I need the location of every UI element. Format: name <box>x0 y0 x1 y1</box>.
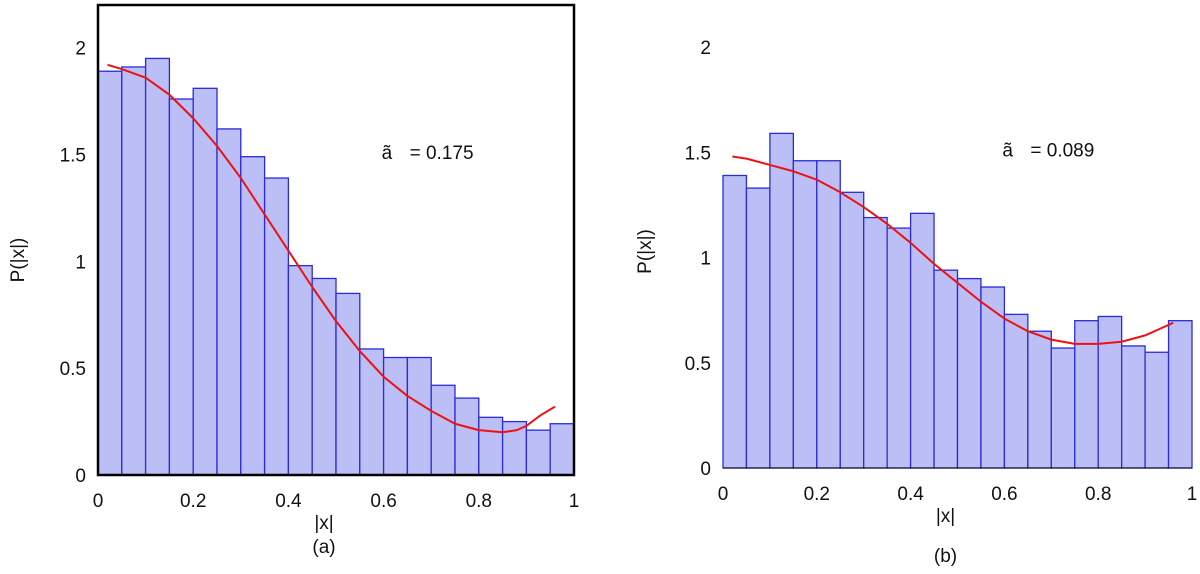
panel-b: 0 0.2 0.4 0.6 0.8 1 00.511.52 |x| P(|x|) (b) … <box>635 38 1197 567</box>
histogram-bar <box>382 356 409 476</box>
annotation: ã = 0.175 <box>382 143 474 164</box>
x-tick-label: 1 <box>569 491 580 512</box>
histogram-bar <box>839 191 865 469</box>
x-tick-label: 0.4 <box>897 484 924 505</box>
x-tick-labels: 0 0.2 0.4 0.6 0.8 1 <box>93 491 580 512</box>
x-tick-label: 0.6 <box>370 491 396 512</box>
y-tick-label: 0.5 <box>60 359 86 380</box>
histogram-bar <box>144 57 171 476</box>
x-tick-label: 0 <box>93 491 104 512</box>
x-tick-label: 0.4 <box>275 491 302 512</box>
x-tick-label: 0.6 <box>991 484 1017 505</box>
histogram-bar <box>454 397 480 476</box>
annotation: ã = 0.089 <box>1002 141 1094 162</box>
histogram-bar <box>1003 313 1029 469</box>
panel-a: 0 0.2 0.4 0.6 0.8 1 00.511.52 |x| P(|x|) (a) … <box>8 3 580 558</box>
x-axis-label: |x| <box>936 506 955 527</box>
annotation-symbol: ã <box>382 143 393 164</box>
plot-frame <box>96 3 576 477</box>
histogram-bar <box>1121 345 1146 469</box>
x-tick-label: 0 <box>718 484 729 505</box>
histogram-bar <box>1027 330 1052 469</box>
y-tick-labels: 0 0.5 1 1.5 2 <box>685 38 711 480</box>
panel-caption: (b) <box>934 546 957 567</box>
y-tick-labels: 0 0.5 1 1.5 2 <box>60 39 86 487</box>
y-tick-label: 1 <box>700 249 711 270</box>
y-tick-label: 1 <box>75 252 86 273</box>
x-tick-label: 0.8 <box>1085 484 1111 505</box>
histogram-bar <box>1050 347 1076 469</box>
annotation-value: = 0.089 <box>1030 141 1094 162</box>
histogram-bar <box>335 292 361 476</box>
y-axis-label: P(|x|) <box>635 229 656 274</box>
histogram-bar <box>1167 320 1193 469</box>
fit-curve <box>107 63 556 434</box>
histogram-bar <box>121 66 147 476</box>
histogram-bar <box>933 269 959 469</box>
histogram-bar <box>97 70 123 476</box>
x-tick-label: 0.8 <box>466 491 492 512</box>
histogram-bar <box>769 132 795 469</box>
histogram-bar <box>359 348 385 476</box>
histogram-bar <box>430 384 456 476</box>
panel-caption: (a) <box>312 537 335 558</box>
histogram-bar <box>216 128 242 476</box>
histogram-bars <box>97 57 575 476</box>
fit-curve-layer <box>107 63 556 434</box>
plot-frame-layer <box>96 3 576 477</box>
histogram-bar <box>1144 351 1170 469</box>
histogram-bar <box>549 423 575 476</box>
histogram-bar <box>263 177 290 476</box>
histogram-bar <box>1097 315 1123 469</box>
histogram-bar <box>168 98 194 476</box>
y-tick-label: 2 <box>75 39 86 60</box>
histogram-bar <box>406 356 432 476</box>
annotation-value: = 0.175 <box>410 143 474 164</box>
annotation-symbol: ã <box>1002 141 1013 162</box>
histogram-bar <box>745 187 771 469</box>
histogram-bar <box>816 160 841 469</box>
histogram-bar <box>287 264 313 476</box>
x-tick-label: 0.2 <box>180 491 206 512</box>
histogram-bar <box>980 286 1006 469</box>
histogram-bar <box>863 216 888 469</box>
y-tick-label: 0 <box>700 459 711 480</box>
histogram-bar <box>886 227 912 469</box>
histogram-bars <box>722 132 1193 469</box>
y-tick-label: 0 <box>75 466 86 487</box>
y-axis-label: P(|x|) <box>8 238 29 283</box>
fit-curve <box>732 155 1174 345</box>
y-tick-label: 1.5 <box>685 143 711 164</box>
histogram-bar <box>722 174 748 469</box>
histogram-bar <box>909 212 935 469</box>
histogram-bar <box>525 429 551 476</box>
histogram-bar <box>478 416 504 476</box>
histogram-bar <box>311 277 337 476</box>
histogram-bar <box>792 160 818 469</box>
histogram-bar <box>240 156 266 476</box>
y-tick-label: 0.5 <box>685 354 711 375</box>
histogram-bar <box>192 87 218 476</box>
x-axis-label: |x| <box>314 513 333 534</box>
fit-curve-layer <box>732 155 1174 345</box>
x-tick-label: 1 <box>1187 484 1198 505</box>
x-tick-labels: 0 0.2 0.4 0.6 0.8 1 <box>718 484 1198 505</box>
histogram-bar <box>1074 320 1099 469</box>
y-tick-label: 1.5 <box>60 146 86 167</box>
y-tick-label: 2 <box>700 38 711 59</box>
histogram-bar <box>956 277 982 469</box>
x-tick-label: 0.2 <box>804 484 830 505</box>
